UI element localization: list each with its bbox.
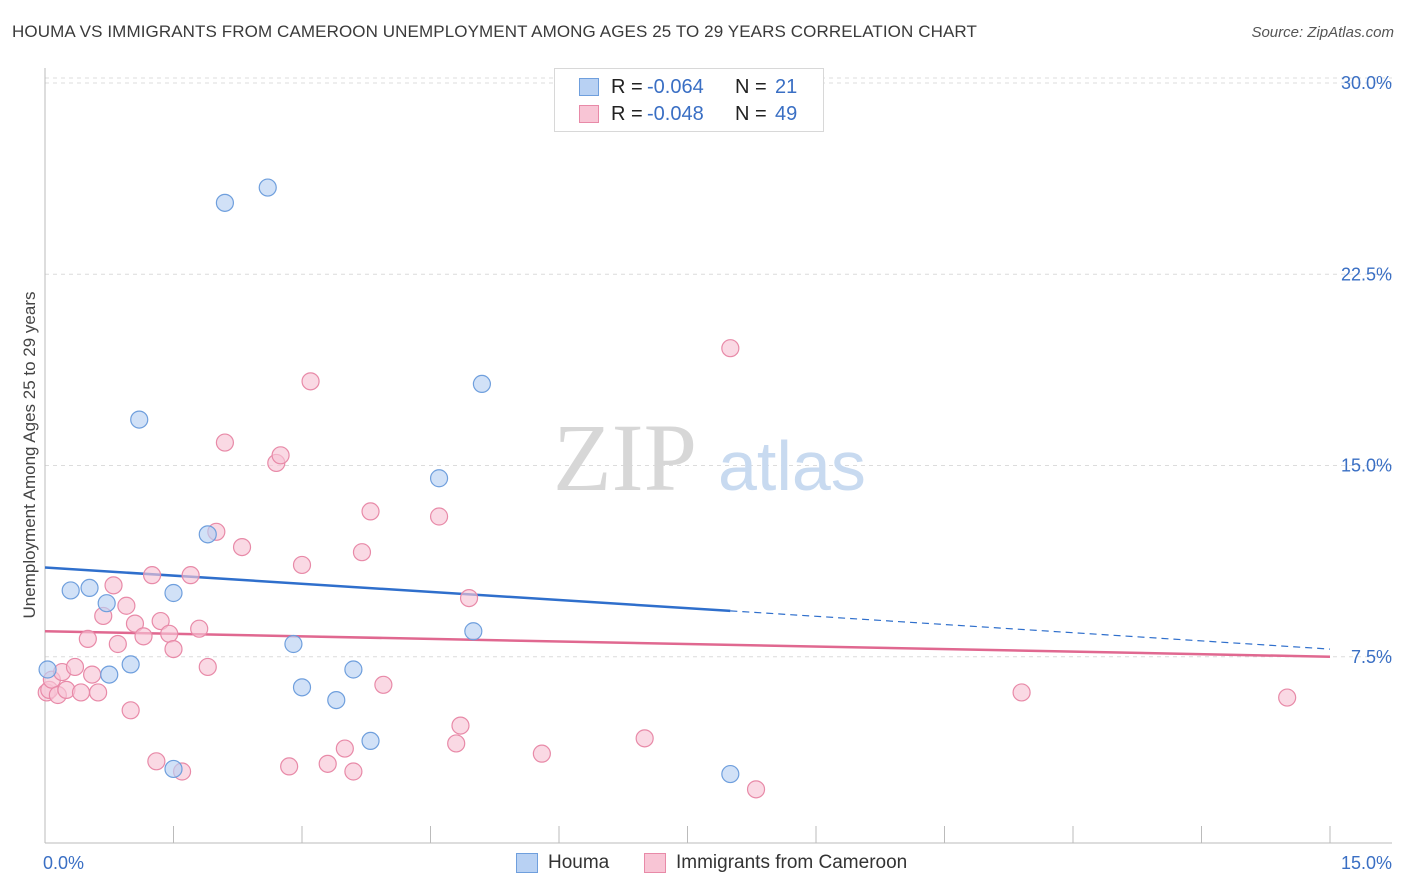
houma-point [198, 525, 217, 544]
tick-labels: 7.5% 15.0% 22.5% 30.0% 0.0% 15.0% [43, 73, 1392, 873]
cameroon-point [721, 339, 740, 358]
houma-point [429, 469, 449, 488]
cameroon-n-value: 49 [775, 103, 798, 125]
cameroon-n-label: N = [735, 103, 767, 125]
houma-point [721, 764, 740, 784]
houma-point [38, 660, 57, 679]
cameroon-point [301, 372, 320, 391]
watermark: ZIP atlas [553, 404, 866, 511]
cameroon-point [232, 537, 252, 557]
houma-point [215, 193, 234, 212]
cameroon-point [181, 566, 200, 585]
cameroon-point [335, 739, 354, 758]
houma-point [61, 581, 80, 600]
houma-point [258, 178, 277, 197]
y-tick-label: 30.0% [1341, 73, 1392, 93]
houma-trend-extension [730, 610, 1331, 650]
cameroon-point [271, 446, 290, 465]
cameroon-point [83, 665, 102, 684]
cameroon-swatch [579, 105, 599, 123]
cameroon-point [374, 675, 393, 694]
houma-legend-label: Houma [548, 852, 610, 873]
cameroon-point [117, 596, 136, 615]
x-tick-label: 15.0% [1341, 853, 1392, 873]
houma-point [97, 594, 116, 613]
correlation-legend: R = -0.064 N = 21 R = -0.048 N = 49 [554, 68, 824, 132]
cameroon-point [451, 716, 470, 735]
cameroon-point [532, 744, 551, 763]
y-tick-label: 15.0% [1341, 456, 1392, 476]
cameroon-point [344, 762, 363, 781]
watermark-zip: ZIP [553, 404, 697, 511]
cameroon-r-label: R = [611, 103, 643, 125]
y-tick-label: 7.5% [1351, 647, 1392, 667]
cameroon-point [292, 555, 312, 575]
houma-point [164, 759, 183, 779]
cameroon-point [1278, 688, 1297, 707]
cameroon-point [459, 588, 479, 608]
houma-r-value: -0.064 [647, 76, 704, 98]
houma-r-label: R = [611, 76, 643, 98]
watermark-atlas: atlas [718, 427, 866, 505]
grid-lines [45, 77, 1392, 658]
cameroon-point [108, 634, 127, 654]
cameroon-r-value: -0.048 [647, 103, 704, 125]
y-tick-label: 22.5% [1341, 264, 1392, 284]
cameroon-point [160, 624, 179, 643]
cameroon-point [215, 433, 234, 452]
cameroon-point [280, 757, 299, 776]
cameroon-point [65, 657, 85, 677]
cameroon-legend-swatch [644, 853, 666, 873]
source-label: Source: ZipAtlas.com [1251, 24, 1394, 41]
cameroon-point [447, 734, 466, 753]
cameroon-point [352, 543, 372, 562]
cameroon-point [198, 657, 217, 677]
houma-point [121, 655, 140, 674]
houma-point [284, 634, 303, 654]
cameroon-point [71, 683, 91, 702]
cameroon-point [361, 502, 380, 521]
cameroon-point [89, 683, 108, 702]
cameroon-point [78, 629, 97, 649]
y-axis-label: Unemployment Among Ages 25 to 29 years [20, 291, 39, 619]
houma-point [80, 578, 99, 598]
houma-legend-swatch [516, 853, 538, 873]
trend-lines [44, 566, 1331, 658]
cameroon-point [121, 701, 140, 720]
cameroon-point [429, 507, 449, 526]
houma-n-value: 21 [775, 76, 798, 98]
houma-point [327, 690, 346, 710]
houma-point [344, 660, 363, 679]
cameroon-point [125, 614, 145, 633]
cameroon-point [151, 611, 170, 631]
houma-point [100, 665, 119, 684]
chart-title: HOUMA VS IMMIGRANTS FROM CAMEROON UNEMPL… [12, 22, 977, 41]
houma-swatch [579, 78, 599, 96]
houma-point [292, 678, 312, 697]
data-points [37, 178, 1297, 799]
houma-n-label: N = [735, 76, 767, 98]
houma-point [164, 583, 183, 603]
cameroon-point [142, 566, 162, 585]
houma-point [130, 410, 149, 429]
cameroon-trend-line [44, 630, 1331, 658]
cameroon-point [746, 780, 766, 799]
cameroon-point [164, 639, 183, 659]
cameroon-point [1012, 683, 1031, 702]
cameroon-point [147, 752, 166, 771]
houma-point [361, 731, 380, 751]
houma-point [472, 374, 491, 393]
x-tick-label: 0.0% [43, 853, 84, 873]
cameroon-point [104, 576, 123, 595]
cameroon-legend-label: Immigrants from Cameroon [676, 852, 908, 873]
cameroon-point [635, 729, 654, 748]
cameroon-point [190, 619, 209, 638]
cameroon-point [318, 754, 337, 773]
houma-point [464, 622, 483, 641]
cameroon-point [134, 627, 153, 646]
axes [44, 68, 1392, 844]
